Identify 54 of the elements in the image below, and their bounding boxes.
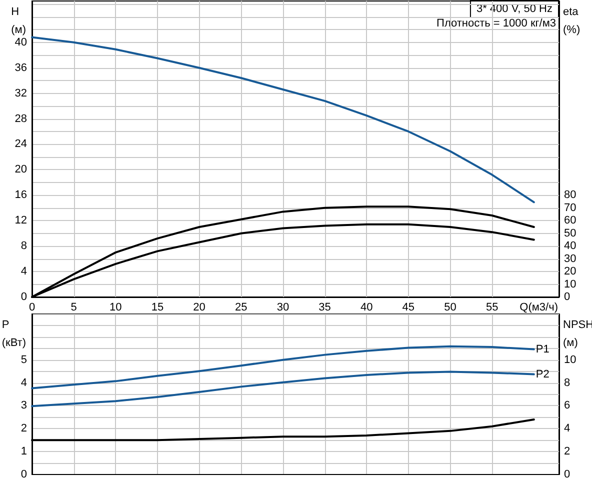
y2-tick-label: 4 (564, 422, 570, 435)
y-tick-label: 4 (20, 376, 27, 389)
y2-tick-label: 0 (564, 468, 570, 480)
y-tick-label: 24 (14, 138, 27, 150)
x-tick-label: 45 (402, 302, 415, 314)
y2-axis-title: eta (%) (563, 6, 580, 36)
y-tick-label: 12 (14, 214, 27, 227)
line-series (31, 370, 535, 408)
y-axis-title: H (м) (11, 6, 26, 36)
y-tick-label: 20 (14, 164, 27, 176)
y-tick-label: 8 (20, 240, 27, 252)
y-tick-label: 16 (14, 189, 27, 202)
y2-tick-label: 60 (564, 214, 576, 227)
x-tick-label: 5 (70, 302, 77, 314)
y2-tick-label: 6 (564, 400, 570, 412)
x-tick-label: 55 (486, 302, 498, 314)
y2-tick-label: 50 (564, 227, 576, 240)
y-tick-label: 0 (20, 468, 27, 480)
y-tick-label: 40 (14, 36, 27, 48)
x-tick-label: 10 (110, 302, 122, 314)
y2-tick-label: 8 (564, 376, 570, 389)
y2-tick-label: 70 (564, 202, 576, 214)
y-axis-title: P (кВт) (2, 319, 26, 349)
y2-tick-label: 10 (564, 354, 576, 366)
x-tick-label: 50 (444, 302, 456, 314)
y-tick-label: 2 (20, 422, 27, 435)
series-label: P2 (536, 368, 550, 380)
x-tick-label: 30 (276, 302, 290, 314)
y-tick-label: 28 (14, 112, 27, 125)
series-label: P1 (536, 343, 550, 356)
x-tick-label: 20 (193, 302, 206, 314)
x-tick-label: 35 (318, 302, 331, 314)
y2-tick-label: 20 (564, 266, 576, 278)
y-tick-label: 0 (20, 291, 27, 303)
y2-tick-label: 0 (564, 291, 570, 303)
y-tick-label: 36 (14, 62, 27, 74)
y-tick-label: 1 (20, 446, 27, 458)
y2-tick-label: 40 (564, 240, 576, 252)
x-tick-label: 15 (151, 302, 164, 314)
y2-tick-label: 30 (564, 252, 576, 265)
y-tick-label: 32 (14, 87, 27, 100)
x-tick-label: 40 (360, 302, 373, 314)
y-tick-label: 4 (20, 266, 27, 278)
line-series (31, 36, 535, 204)
y2-tick-label: 2 (564, 446, 570, 458)
y-tick-label: 3 (20, 400, 27, 412)
x-axis-title: Q(м3/ч) (520, 302, 558, 314)
y2-tick-label: 80 (564, 189, 576, 202)
annotation: Плотность = 1000 кг/м3 (436, 18, 556, 30)
y2-tick-label: 10 (564, 278, 576, 290)
x-tick-label: 25 (235, 302, 248, 314)
x-tick-label: 0 (28, 302, 36, 314)
y-tick-label: 5 (20, 354, 27, 366)
line-series (31, 345, 535, 390)
